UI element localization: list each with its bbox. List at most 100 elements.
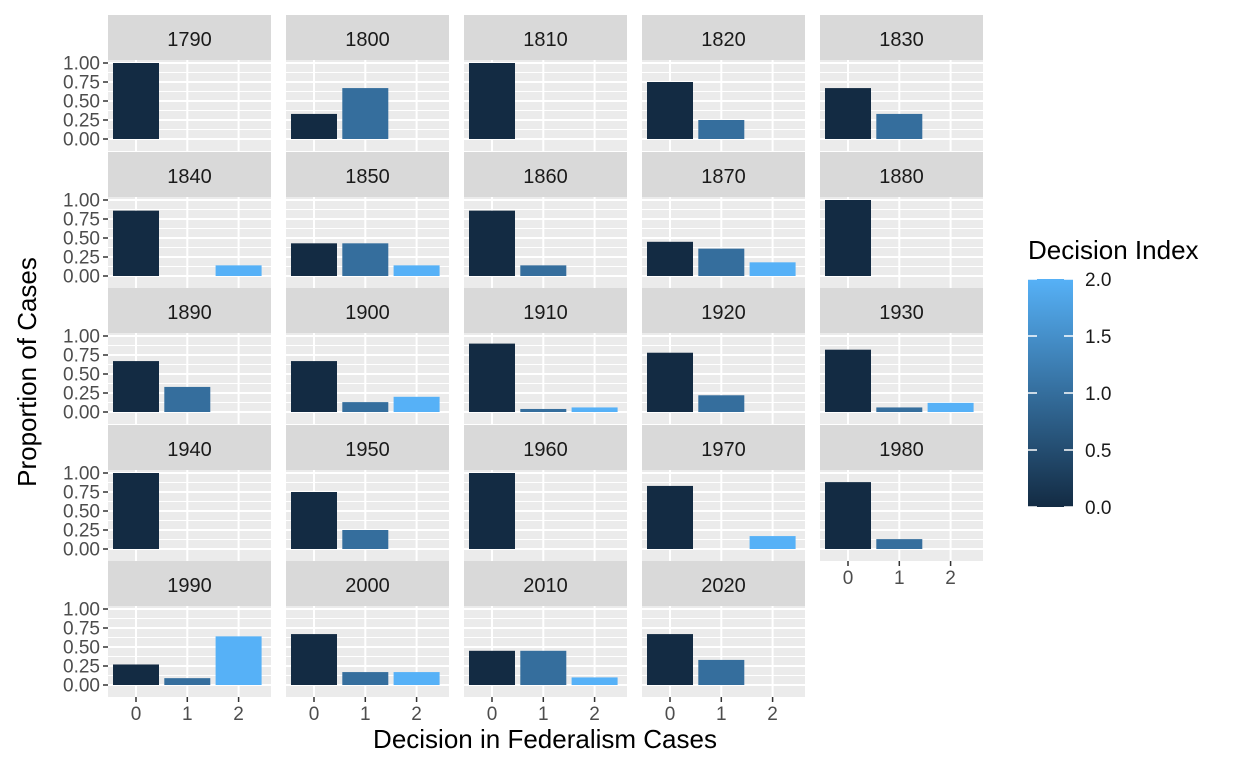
y-tick-label: 1.00: [63, 464, 100, 485]
y-tick-label: 0.25: [63, 384, 100, 405]
bar-1820-1: [698, 120, 745, 139]
facet-panel-1860: 1860: [464, 152, 627, 288]
facet-strip: [464, 15, 627, 60]
facet-strip: [108, 152, 271, 197]
facet-strip-label: 1830: [879, 29, 924, 51]
bar-1910-1: [520, 408, 567, 412]
bar-2000-2: [393, 672, 440, 685]
x-axis-title: Decision in Federalism Cases: [373, 724, 717, 754]
facet-strip: [464, 288, 627, 333]
y-tick-label: 1.00: [63, 600, 100, 621]
y-tick-label: 0.75: [63, 346, 100, 367]
y-tick-label: 1.00: [63, 327, 100, 348]
bar-1900-2: [393, 396, 440, 412]
bar-1900-1: [342, 402, 389, 412]
bar-1890-0: [113, 361, 159, 412]
x-tick-label: 1: [182, 704, 193, 725]
bar-1850-1: [342, 243, 389, 276]
facet-strip-label: 1940: [167, 439, 212, 461]
facet-strip: [108, 15, 271, 60]
y-tick-label: 1.00: [63, 54, 100, 75]
facet-strip: [642, 152, 805, 197]
facet-strip: [286, 15, 449, 60]
facet-panel-1930: 1930: [820, 288, 983, 424]
y-tick-label: 0.00: [63, 130, 100, 151]
bar-1880-0: [825, 200, 871, 276]
bar-1800-0: [291, 113, 337, 139]
y-tick-label: 0.75: [63, 210, 100, 231]
bar-1830-1: [876, 113, 923, 139]
facet-strip: [642, 288, 805, 333]
bar-1930-1: [876, 407, 923, 412]
y-axis-row-3: 0.000.250.500.751.00: [63, 327, 108, 424]
bar-1970-0: [647, 485, 693, 549]
y-tick-label: 0.50: [63, 92, 100, 113]
bar-1960-0: [469, 473, 515, 549]
y-tick-label: 0.25: [63, 657, 100, 678]
facet-strip-label: 1860: [523, 166, 568, 188]
facet-strip-label: 1850: [345, 166, 390, 188]
bar-1930-2: [927, 402, 974, 412]
facet-panel-1910: 1910: [464, 288, 627, 424]
facet-panel-1870: 1870: [642, 152, 805, 288]
bar-1920-0: [647, 352, 693, 412]
facet-strip: [464, 425, 627, 470]
legend-tick-label: 2.0: [1085, 270, 1111, 291]
facet-panel-1950: 1950: [286, 425, 449, 561]
bar-1970-2: [749, 536, 796, 549]
bar-1870-1: [698, 248, 745, 276]
bar-1990-2: [215, 636, 262, 685]
facet-strip-label: 1950: [345, 439, 390, 461]
facet-strip-label: 1930: [879, 302, 924, 324]
facet-strip-label: 1910: [523, 302, 568, 324]
bar-1840-2: [215, 265, 262, 276]
x-tick-label: 0: [309, 704, 320, 725]
facet-panel-1840: 1840: [108, 152, 271, 288]
bar-1990-1: [164, 678, 211, 685]
y-tick-label: 1.00: [63, 191, 100, 212]
y-tick-label: 0.75: [63, 483, 100, 504]
y-tick-label: 0.50: [63, 638, 100, 659]
y-axis-row-5: 0.000.250.500.751.00: [63, 600, 108, 697]
x-axis-col-5: 0 1 2: [843, 561, 956, 589]
facet-panel-1880: 1880: [820, 152, 983, 288]
x-tick-label: 0: [487, 704, 498, 725]
facet-strip-label: 1870: [701, 166, 746, 188]
y-axes: 0.000.250.500.751.000.000.250.500.751.00…: [63, 54, 108, 697]
bar-2010-2: [571, 677, 618, 685]
bar-1900-0: [291, 361, 337, 412]
bar-1870-2: [749, 262, 796, 276]
facet-strip: [464, 152, 627, 197]
bar-1910-0: [469, 343, 515, 412]
x-tick-label: 2: [589, 704, 600, 725]
bar-1870-0: [647, 241, 693, 276]
facet-strip: [642, 561, 805, 606]
facet-strip-label: 1810: [523, 29, 568, 51]
x-tick-label: 2: [767, 704, 778, 725]
facet-strip-label: 2010: [523, 575, 568, 597]
facet-strip-label: 1900: [345, 302, 390, 324]
bar-1950-1: [342, 530, 389, 549]
facet-strip-label: 1920: [701, 302, 746, 324]
y-axis-row-2: 0.000.250.500.751.00: [63, 191, 108, 288]
x-tick-label: 2: [411, 704, 422, 725]
x-axes: 0 1 2 0 1 2 0 1 2 0 1 2 0 1 2: [131, 561, 956, 725]
y-tick-label: 0.00: [63, 676, 100, 697]
facet-panel-1990: 1990: [108, 561, 271, 697]
bar-2000-0: [291, 634, 337, 685]
y-axis-row-1: 0.000.250.500.751.00: [63, 54, 108, 151]
facet-strip-label: 1790: [167, 29, 212, 51]
bar-1860-0: [469, 210, 515, 276]
facet-panel-1940: 1940: [108, 425, 271, 561]
facet-panel-1810: 1810: [464, 15, 627, 151]
facet-strip: [820, 288, 983, 333]
bar-1910-2: [571, 407, 618, 412]
y-tick-label: 0.50: [63, 365, 100, 386]
x-tick-label: 1: [716, 704, 727, 725]
bar-1980-1: [876, 539, 923, 549]
facet-strip: [464, 561, 627, 606]
facet-strip: [108, 288, 271, 333]
bar-1980-0: [825, 482, 871, 549]
bar-1800-1: [342, 88, 389, 139]
legend-tick-label: 0.0: [1085, 498, 1111, 519]
